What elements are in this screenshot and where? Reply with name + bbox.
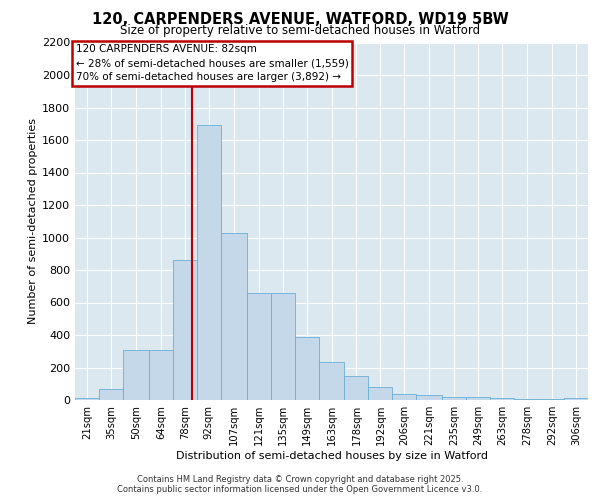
Bar bbox=[173, 260, 197, 400]
Bar bbox=[149, 350, 173, 400]
Text: 120, CARPENDERS AVENUE, WATFORD, WD19 5BW: 120, CARPENDERS AVENUE, WATFORD, WD19 5B… bbox=[92, 12, 508, 28]
Bar bbox=[271, 292, 295, 400]
Y-axis label: Number of semi-detached properties: Number of semi-detached properties bbox=[28, 118, 38, 324]
Bar bbox=[221, 232, 247, 400]
Bar bbox=[344, 376, 368, 400]
Bar bbox=[392, 394, 416, 400]
Bar bbox=[75, 398, 99, 400]
Bar bbox=[564, 398, 588, 400]
Text: Size of property relative to semi-detached houses in Watford: Size of property relative to semi-detach… bbox=[120, 24, 480, 37]
Bar bbox=[442, 397, 466, 400]
Text: Contains HM Land Registry data © Crown copyright and database right 2025.: Contains HM Land Registry data © Crown c… bbox=[137, 475, 463, 484]
Bar bbox=[514, 399, 540, 400]
Bar bbox=[490, 398, 514, 400]
X-axis label: Distribution of semi-detached houses by size in Watford: Distribution of semi-detached houses by … bbox=[176, 451, 487, 461]
Text: 120 CARPENDERS AVENUE: 82sqm
← 28% of semi-detached houses are smaller (1,559)
7: 120 CARPENDERS AVENUE: 82sqm ← 28% of se… bbox=[76, 44, 349, 82]
Bar bbox=[416, 395, 442, 400]
Bar bbox=[368, 387, 392, 400]
Bar bbox=[295, 336, 319, 400]
Bar bbox=[247, 292, 271, 400]
Bar bbox=[99, 388, 123, 400]
Bar bbox=[123, 350, 149, 400]
Bar bbox=[540, 399, 564, 400]
Bar bbox=[319, 362, 344, 400]
Bar bbox=[197, 126, 221, 400]
Text: Contains public sector information licensed under the Open Government Licence v3: Contains public sector information licen… bbox=[118, 485, 482, 494]
Bar bbox=[466, 397, 490, 400]
